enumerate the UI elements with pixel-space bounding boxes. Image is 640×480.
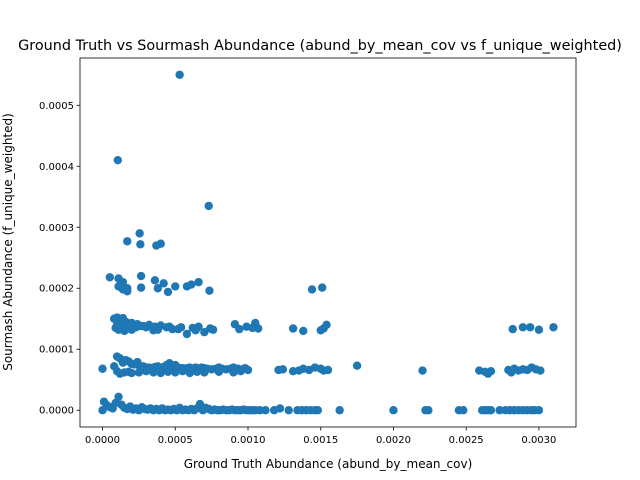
y-tick-label: 0.0000 — [39, 406, 74, 417]
data-point — [534, 406, 544, 415]
data-point — [136, 240, 145, 249]
data-point — [163, 287, 173, 297]
data-point — [313, 406, 323, 415]
data-point — [229, 368, 238, 377]
data-point — [187, 280, 196, 289]
data-point — [284, 406, 293, 415]
x-tick-label: 0.0030 — [521, 435, 556, 446]
data-point — [299, 326, 308, 336]
x-tick-label: 0.0005 — [158, 435, 193, 446]
data-point — [136, 283, 146, 292]
data-point — [163, 367, 173, 376]
data-point — [288, 324, 298, 333]
data-point — [153, 284, 163, 293]
data-point — [208, 325, 218, 334]
data-point — [185, 368, 195, 378]
data-point — [171, 282, 180, 291]
data-point — [175, 70, 184, 79]
points-layer — [98, 70, 558, 415]
data-point — [418, 366, 427, 375]
data-point — [243, 365, 253, 375]
data-point — [192, 367, 202, 376]
data-point — [194, 277, 203, 287]
y-tick-label: 0.0005 — [39, 101, 74, 112]
data-point — [171, 368, 180, 377]
data-point — [536, 366, 545, 375]
data-point — [486, 366, 496, 376]
x-axis: 0.0000 0.0005 0.0010 0.0015 0.0020 0.0025 0.00… — [85, 427, 556, 446]
plot-frame — [79, 57, 577, 428]
data-point — [389, 406, 398, 415]
data-point — [424, 406, 433, 415]
data-point — [518, 323, 528, 332]
y-axis: 0.0000 0.0001 0.0002 0.0003 0.0004 0.0005 — [39, 101, 80, 417]
data-point — [352, 361, 362, 370]
data-point — [204, 201, 213, 211]
data-point — [150, 276, 160, 285]
data-point — [236, 366, 245, 376]
data-point — [200, 368, 209, 377]
data-point — [275, 404, 285, 413]
x-tick-label: 0.0020 — [376, 435, 411, 446]
data-point — [307, 285, 317, 294]
data-point — [141, 366, 151, 376]
data-point — [156, 239, 165, 248]
data-point — [508, 324, 517, 334]
y-axis-label: Sourmash Abundance (f_unique_weighted) — [1, 113, 15, 371]
data-point — [317, 283, 327, 292]
data-point — [141, 323, 151, 332]
data-point — [136, 271, 146, 281]
data-point — [335, 406, 344, 415]
data-point — [127, 368, 136, 378]
data-point — [159, 279, 168, 288]
data-point — [153, 325, 163, 334]
data-point — [114, 392, 123, 402]
data-point — [118, 277, 128, 287]
data-point — [278, 365, 288, 374]
data-point — [165, 322, 174, 331]
data-point — [534, 325, 544, 334]
x-tick-label: 0.0015 — [303, 435, 338, 446]
data-point — [549, 323, 558, 332]
data-point — [205, 286, 214, 295]
data-point — [525, 323, 535, 332]
data-point — [178, 366, 187, 376]
x-tick-label: 0.0010 — [231, 435, 266, 446]
data-point — [235, 324, 244, 334]
data-point — [495, 406, 504, 415]
data-point — [149, 368, 158, 377]
data-point — [255, 406, 264, 415]
data-point — [135, 229, 144, 238]
data-point — [118, 285, 128, 294]
data-point — [322, 320, 331, 330]
data-point — [253, 324, 263, 333]
x-axis-label: Ground Truth Abundance (abund_by_mean_co… — [184, 457, 473, 471]
data-point — [98, 364, 107, 373]
data-point — [113, 155, 123, 165]
data-point — [123, 237, 132, 246]
data-point — [105, 273, 115, 282]
data-point — [486, 406, 496, 415]
data-point — [191, 326, 200, 335]
data-point — [261, 406, 270, 415]
chart-title: Ground Truth vs Sourmash Abundance (abun… — [18, 38, 622, 54]
data-point — [182, 329, 192, 339]
x-tick-label: 0.0000 — [85, 435, 120, 446]
data-point — [214, 367, 224, 376]
data-point — [323, 365, 333, 375]
y-tick-label: 0.0004 — [39, 162, 74, 173]
data-point — [459, 406, 468, 415]
y-tick-label: 0.0001 — [39, 345, 74, 356]
data-point — [176, 323, 186, 332]
data-point — [156, 368, 165, 378]
y-tick-label: 0.0002 — [39, 284, 74, 295]
x-tick-label: 0.0025 — [449, 435, 484, 446]
y-tick-label: 0.0003 — [39, 223, 74, 234]
data-point — [134, 368, 144, 377]
